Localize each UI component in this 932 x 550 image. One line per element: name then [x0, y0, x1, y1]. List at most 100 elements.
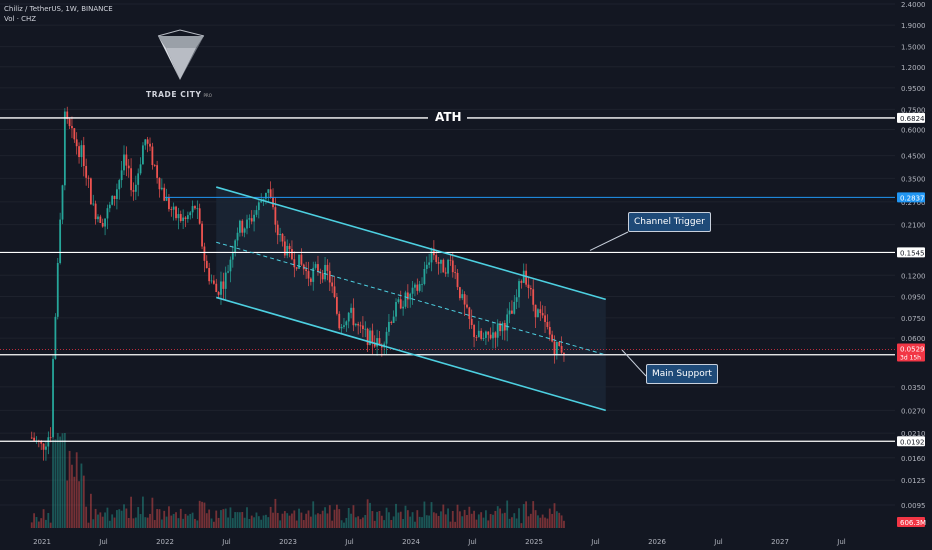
volume-bars [30, 433, 565, 528]
volume-bar [503, 512, 506, 528]
candle-body [534, 304, 537, 318]
candle-body [45, 446, 47, 450]
price-tick-label: 0.2700 [901, 199, 926, 207]
candle-body [253, 214, 255, 222]
candle-body [437, 262, 440, 264]
candle-body [134, 184, 137, 192]
candle-body [501, 323, 504, 332]
volume-bar [347, 507, 350, 528]
candle-body [137, 173, 140, 185]
volume-bar [499, 508, 501, 528]
volume-bar [454, 521, 457, 528]
channel-lower-line[interactable] [216, 296, 606, 412]
candle-body [440, 259, 442, 264]
candle-body [487, 331, 490, 335]
volume-bar [137, 507, 140, 528]
candle-body [61, 185, 64, 220]
volume-bar [532, 501, 535, 528]
candle-body [85, 166, 88, 178]
volume-bar [458, 511, 461, 528]
symbol-title[interactable]: Chiliz / TetherUS, 1W, BINANCE [4, 5, 113, 13]
level-label-bg [897, 112, 925, 123]
candle-body [108, 204, 111, 209]
main-support-callout[interactable]: Main Support [646, 364, 718, 384]
time-axis[interactable]: 2021 Jul 2022 Jul 2023 Jul 2024 Jul 2025 Jul 2026 J… [33, 538, 846, 546]
volume-bar [241, 512, 244, 528]
price-tick-label: 0.0125 [901, 477, 926, 485]
candle-body [485, 331, 487, 338]
volume-bar [432, 512, 435, 528]
volume-bar [149, 513, 151, 528]
volume-bar [196, 520, 199, 528]
candle-body [369, 330, 371, 345]
level-label-text: 0.6824 [900, 115, 925, 123]
channel-trigger-callout[interactable]: Channel Trigger [628, 212, 711, 232]
candle-body [300, 254, 303, 265]
volume-bar [513, 513, 516, 528]
candle-body [142, 145, 144, 165]
volume-bar [373, 520, 376, 528]
volume-bar [369, 502, 371, 528]
volume-bar [312, 501, 315, 528]
volume-bar [59, 436, 62, 528]
candle-body [246, 219, 248, 229]
channel-trigger-pointer [589, 231, 629, 251]
candle-body [33, 437, 36, 441]
volume-bar [175, 512, 177, 528]
volume-bar [52, 439, 54, 528]
candle-body [518, 281, 520, 298]
price-tick-label: 0.0210 [901, 430, 926, 438]
volume-bar [451, 510, 454, 528]
volume-bar [260, 519, 263, 528]
volume-bar [399, 511, 402, 528]
candle-body [563, 352, 565, 355]
candle-body [388, 321, 390, 332]
volume-bar [40, 518, 43, 528]
volume-bar [508, 518, 511, 528]
channel-upper-line[interactable] [216, 186, 606, 301]
volume-bar [168, 506, 170, 528]
time-tick-label: Jul [590, 538, 600, 546]
candle-body [362, 325, 364, 330]
candle-body [414, 284, 416, 288]
candle-body [52, 358, 54, 438]
price-axis[interactable]: 2.4000 1.9000 1.5000 1.2000 0.9500 0.7500 0.60… [901, 1, 926, 510]
volume-bar [380, 515, 383, 528]
volume-bar [477, 514, 480, 528]
volume-bar [113, 517, 116, 528]
volume-bar [414, 521, 416, 528]
volume-bar [392, 516, 395, 528]
candle-body [354, 323, 357, 326]
candle-body [82, 145, 85, 167]
volume-bar [130, 496, 132, 528]
candle-body [75, 139, 78, 147]
candle-body [189, 212, 192, 216]
volume-bar [359, 519, 362, 528]
candle-body [168, 197, 170, 210]
volume-bar [288, 515, 291, 528]
volume-indicator-title[interactable]: Vol · CHZ [4, 15, 37, 23]
volume-bar [309, 516, 312, 528]
price-tick-label: 0.3500 [901, 175, 926, 183]
price-tick-label: 1.2000 [901, 64, 926, 72]
candle-body [267, 189, 270, 193]
candle-body [357, 323, 360, 326]
volume-bar [255, 512, 258, 528]
channel-mid-line[interactable] [216, 241, 606, 356]
candle-body [73, 128, 76, 140]
candle-body [144, 139, 147, 146]
candle-body [177, 214, 180, 219]
candle-body [373, 343, 376, 347]
volume-bar [246, 507, 248, 528]
candle-body [321, 273, 324, 280]
candle-body [402, 306, 405, 309]
volume-bar [411, 512, 414, 528]
volume-bar [480, 512, 483, 528]
candle-body [378, 338, 381, 345]
time-tick-label: 2025 [525, 538, 543, 546]
volume-bar [231, 518, 234, 528]
volume-bar [295, 520, 298, 528]
volume-bar [317, 513, 319, 528]
candle-body [80, 145, 83, 158]
candle-body [548, 326, 551, 335]
